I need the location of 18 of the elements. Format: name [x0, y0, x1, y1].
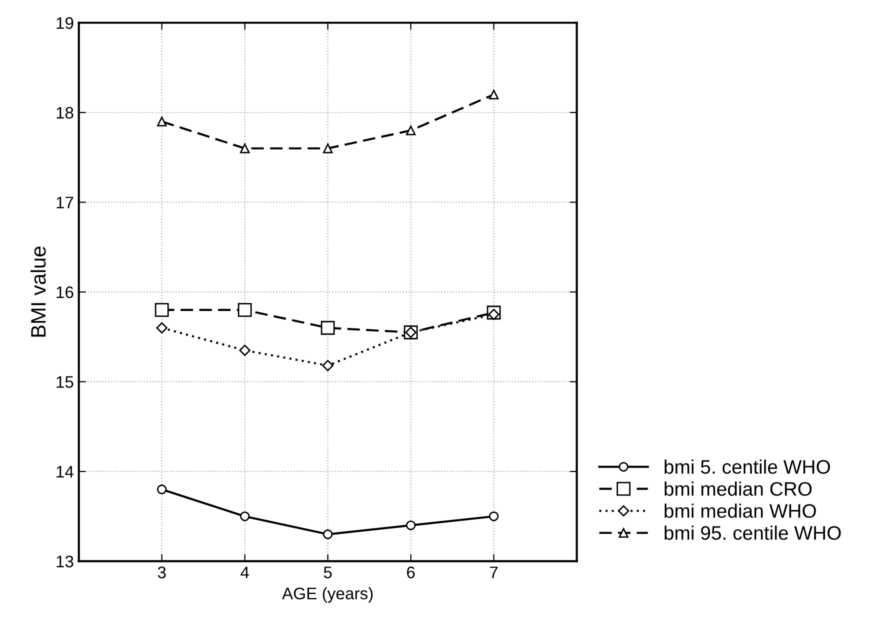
x-tick-label: 7 — [490, 566, 498, 578]
legend-label: bmi median WHO — [664, 504, 816, 518]
x-axis-title: AGE (years) — [282, 587, 373, 603]
legend-label: bmi 95. centile WHO — [664, 526, 841, 540]
y-tick-label: 15 — [56, 376, 74, 388]
y-tick-label: 17 — [56, 196, 74, 208]
x-tick-label: 5 — [324, 566, 332, 578]
x-tick-label: 4 — [240, 566, 249, 578]
y-tick-label: 19 — [56, 17, 74, 29]
legend-label: bmi median CRO — [664, 482, 812, 496]
y-tick-label: 13 — [56, 556, 74, 568]
y-tick-label: 14 — [56, 466, 74, 478]
y-tick-label: 16 — [56, 286, 74, 298]
y-axis-title: BMI value — [30, 246, 46, 337]
y-tick-label: 18 — [56, 106, 74, 119]
x-tick-label: 3 — [158, 566, 166, 578]
x-tick-label: 6 — [407, 566, 415, 578]
legend-label: bmi 5. centile WHO — [664, 460, 830, 474]
